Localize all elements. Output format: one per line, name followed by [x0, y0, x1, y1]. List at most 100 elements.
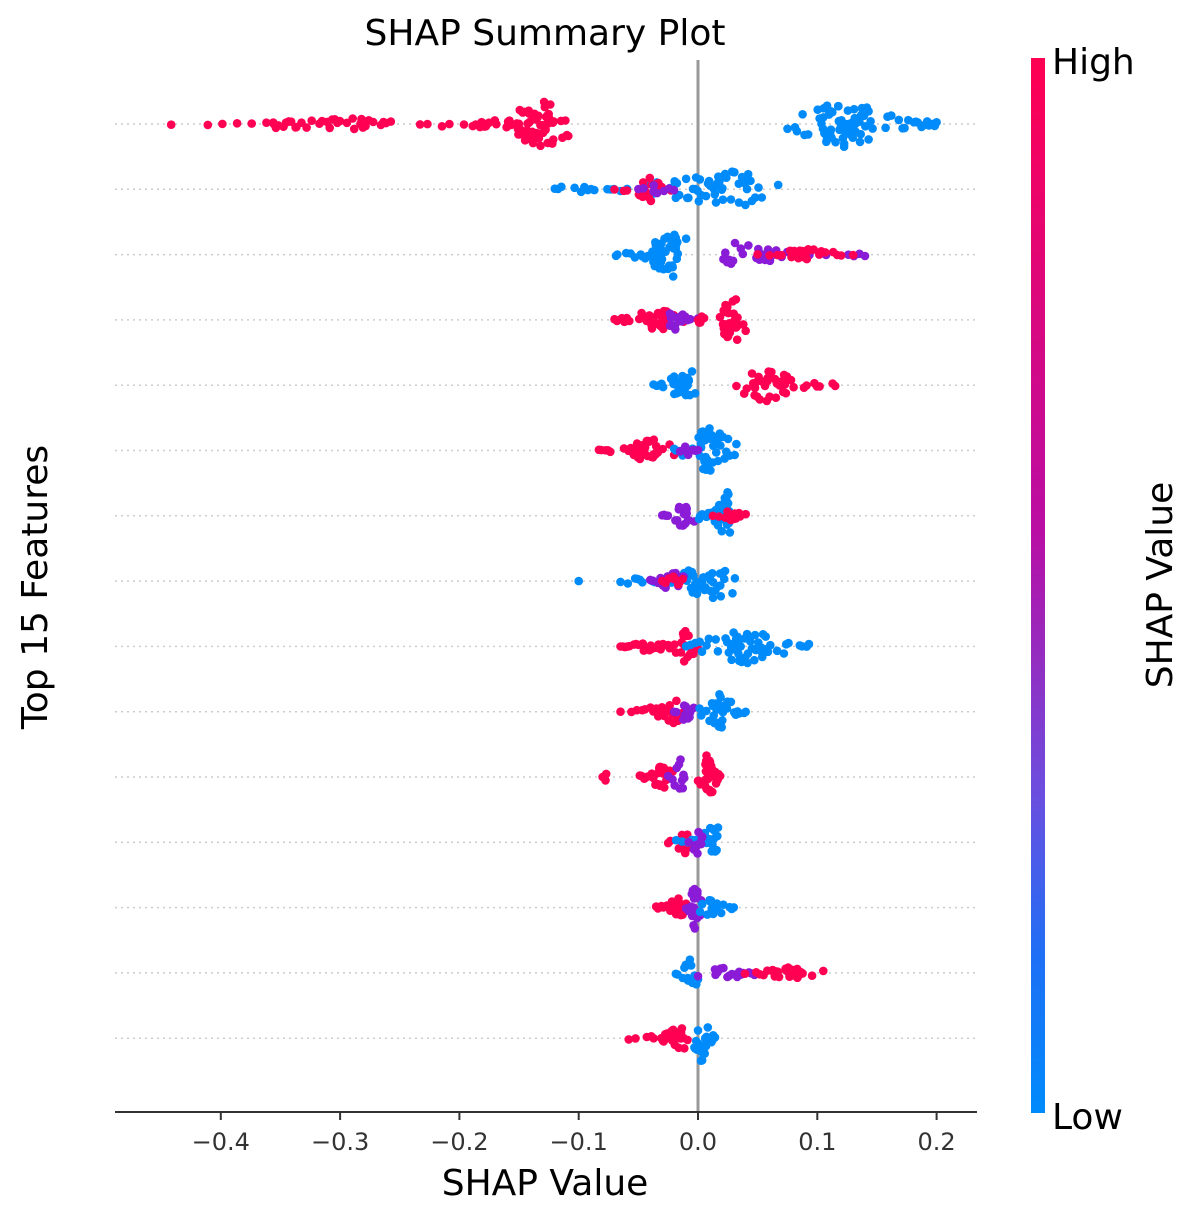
data-point — [711, 181, 721, 190]
row-gridlines — [115, 123, 977, 1039]
data-point — [750, 630, 760, 640]
data-point — [705, 757, 715, 766]
data-point — [610, 185, 619, 194]
data-point — [722, 173, 731, 182]
data-point — [681, 502, 691, 512]
data-point — [544, 109, 553, 119]
data-point — [669, 1034, 679, 1044]
data-point — [813, 105, 822, 114]
data-point — [830, 381, 840, 391]
data-point — [514, 130, 523, 139]
data-point — [623, 579, 633, 588]
data-point — [492, 119, 501, 129]
data-point — [758, 630, 768, 639]
data-point — [772, 646, 782, 656]
data-point — [659, 711, 669, 721]
data-point — [361, 121, 370, 131]
data-point — [701, 706, 711, 716]
data-point — [802, 381, 811, 390]
data-point — [719, 306, 728, 315]
data-point — [649, 435, 659, 445]
data-point — [676, 755, 685, 764]
data-point — [803, 130, 813, 139]
data-point — [713, 647, 723, 656]
data-point — [900, 123, 909, 133]
data-point — [590, 185, 599, 195]
data-point — [693, 849, 702, 858]
data-point — [848, 250, 858, 260]
data-point — [714, 172, 724, 182]
data-point — [690, 924, 700, 933]
data-point — [716, 592, 726, 601]
data-point — [685, 707, 695, 717]
data-point — [381, 118, 391, 128]
data-point — [757, 193, 767, 202]
data-point — [616, 707, 625, 716]
data-point — [767, 367, 776, 377]
data-point — [782, 372, 792, 381]
data-point — [701, 1041, 711, 1051]
colorbar-low-label: Low — [1052, 1097, 1123, 1138]
data-point — [694, 583, 703, 592]
data-point — [750, 193, 760, 202]
data-point — [651, 705, 661, 714]
data-point — [727, 655, 736, 665]
data-point — [740, 969, 750, 978]
data-point — [685, 650, 694, 659]
data-point — [765, 251, 774, 260]
data-point — [713, 823, 723, 832]
data-point — [654, 254, 663, 263]
data-point — [819, 113, 828, 122]
data-point — [663, 511, 673, 520]
data-point — [736, 642, 745, 651]
data-point — [524, 118, 533, 128]
data-point — [680, 1044, 689, 1053]
data-point — [530, 109, 539, 119]
data-point — [658, 382, 668, 392]
data-point — [866, 117, 875, 126]
data-point — [724, 490, 733, 499]
data-point — [773, 180, 783, 190]
data-point — [730, 238, 740, 248]
data-point — [637, 308, 646, 318]
data-point — [868, 124, 877, 133]
data-point — [541, 125, 550, 135]
data-point — [849, 104, 859, 114]
data-point — [684, 375, 693, 385]
x-tick-label: 0.0 — [679, 1128, 717, 1156]
data-point — [349, 124, 359, 134]
data-point — [680, 773, 689, 783]
data-point — [734, 649, 743, 659]
data-point — [693, 887, 702, 896]
data-point — [711, 635, 720, 644]
data-point — [689, 571, 698, 581]
data-point — [710, 190, 720, 199]
data-point — [855, 137, 865, 147]
data-point — [701, 191, 711, 201]
x-tick-label: −0.3 — [311, 1128, 369, 1156]
data-point — [834, 101, 843, 111]
data-point — [684, 631, 693, 640]
data-point — [653, 448, 663, 457]
data-point — [860, 251, 870, 261]
data-point — [836, 251, 846, 260]
data-point — [831, 137, 840, 147]
data-point — [755, 395, 765, 404]
data-point — [736, 244, 746, 253]
data-point — [719, 568, 728, 577]
data-point — [729, 903, 739, 912]
data-point — [712, 845, 721, 855]
data-point — [719, 963, 728, 973]
data-point — [746, 637, 755, 646]
data-point — [711, 198, 721, 207]
y-axis-label: Top 15 Features — [15, 445, 56, 730]
data-point — [742, 184, 752, 194]
data-point — [798, 969, 807, 978]
data-point — [784, 638, 793, 648]
data-point — [622, 186, 632, 195]
data-point — [700, 1049, 709, 1058]
data-point — [601, 776, 610, 785]
data-point — [807, 971, 817, 980]
data-point — [742, 384, 752, 393]
data-point — [702, 1032, 711, 1042]
